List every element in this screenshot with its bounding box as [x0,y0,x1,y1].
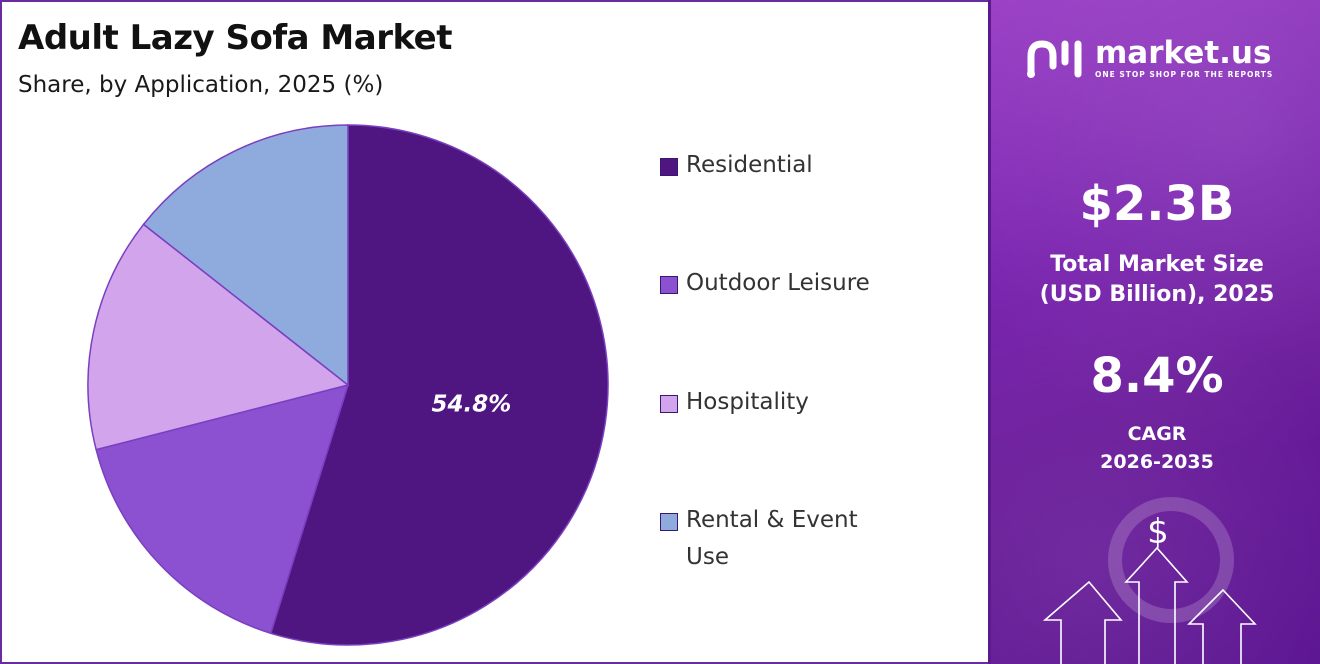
legend-label: Residential [686,152,813,178]
legend-swatch [660,395,678,413]
logo-name: market.us [1095,34,1272,71]
pie-slice-outdoor-leisure [95,383,350,635]
logo-mark-icon [1027,40,1082,78]
legend-item-outdoor-leisure: Outdoor Leisure [660,270,960,302]
summary-panel: market.us ONE STOP SHOP FOR THE REPORTS … [988,0,1320,664]
logo-tagline: ONE STOP SHOP FOR THE REPORTS [1095,69,1274,79]
legend-label: Rental & Event Use [686,507,858,570]
legend-label: Hospitality [686,389,809,415]
growth-arrows-decoration [1042,497,1257,664]
cagr-value: 8.4% [1090,348,1224,404]
pie-data-label: 54.8% [431,392,511,418]
arrow-up-icon [1042,580,1123,664]
dollar-icon: $ [1147,512,1169,552]
market-size-label-line1: Total Market Size [1050,252,1264,277]
legend-label: Outdoor Leisure [686,270,870,296]
pie-slice-rental-event-use [142,124,349,387]
arrow-up-icon [1124,546,1189,664]
market-size-label: Total Market Size (USD Billion), 2025 [991,250,1320,310]
market-size-value: $2.3B [1079,176,1235,232]
pie-slice-residential [269,124,609,646]
market-us-logo: market.us ONE STOP SHOP FOR THE REPORTS [1025,36,1273,80]
pie-slice-hospitality [87,223,350,451]
chart-title: Adult Lazy Sofa Market [18,18,452,58]
chart-panel: Adult Lazy Sofa Market Share, by Applica… [2,2,988,662]
legend-item-residential: Residential [660,152,960,184]
cagr-label-line1: CAGR [1127,423,1187,445]
legend-swatch [660,158,678,176]
pie-chart: 54.8% [87,124,609,646]
chart-subtitle: Share, by Application, 2025 (%) [18,72,384,98]
cagr-label-line2: 2026-2035 [1100,451,1214,473]
market-size-label-line2: (USD Billion), 2025 [1039,282,1275,307]
arrow-up-icon [1187,588,1257,664]
legend-swatch [660,276,678,294]
legend-swatch [660,513,678,531]
legend-item-rental-event-use: Rental & Event Use [660,507,880,576]
legend-item-hospitality: Hospitality [660,389,960,421]
cagr-label: CAGR 2026-2035 [991,420,1320,476]
